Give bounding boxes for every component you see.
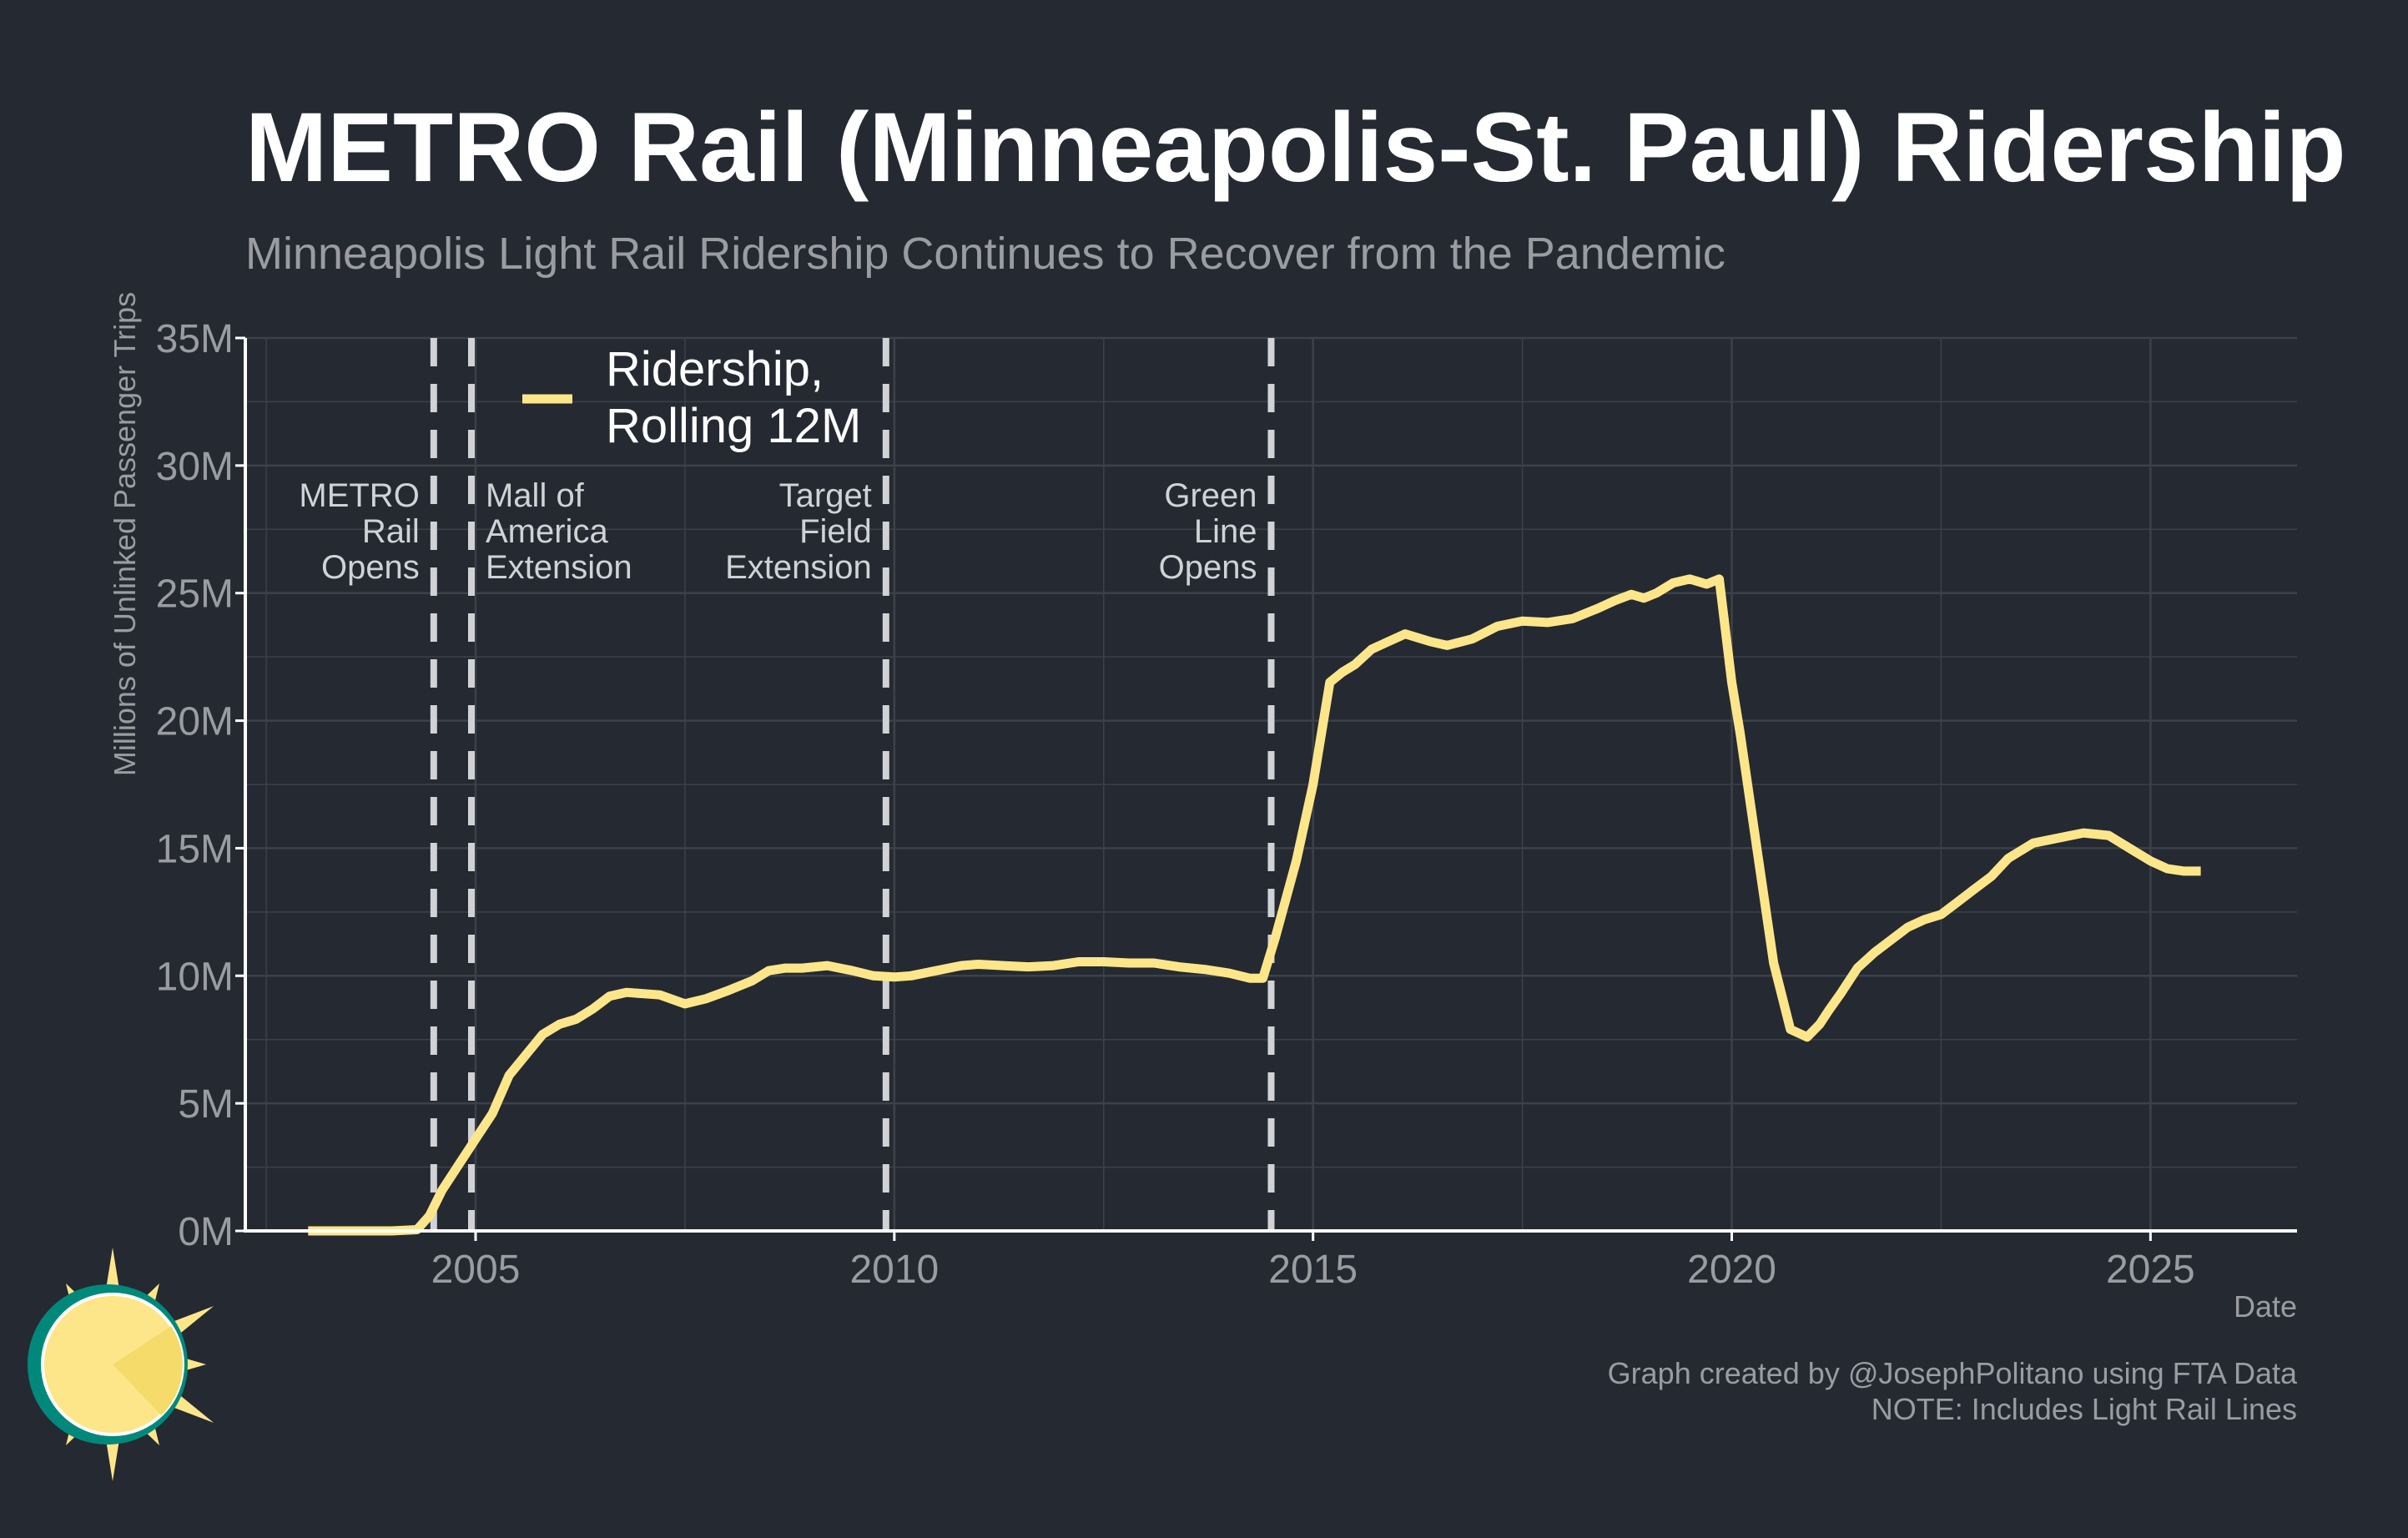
x-axis-label: Date [2234,1289,2297,1324]
sun-logo [28,1248,214,1481]
x-tick-label: 2010 [849,1248,939,1292]
series-line-ridership [308,574,2201,1236]
legend: Ridership, Rolling 12M [522,342,861,453]
x-tick-label: 2005 [431,1248,521,1292]
y-tick-label: 10M [156,955,234,999]
legend-label-line-1: Ridership, [606,342,824,396]
y-tick-label: 15M [156,827,234,871]
legend-label-line-2: Rolling 12M [606,399,861,453]
axes: 0M 5M 10M 15M 20M 25M 30M 35M 2005 2010 2015 2020 20… [156,317,2297,1292]
y-tick-label: 20M [156,700,234,744]
footer-credit: Graph created by @JosephPolitano using F… [1608,1356,2298,1390]
chart-subtitle: Minneapolis Light Rail Ridership Continu… [245,229,1725,279]
y-axis-label: Millions of Unlinked Passenger Trips [108,292,142,776]
event-label: Opens [1159,549,1257,586]
event-label: Target [779,477,872,514]
event-label: Rail [362,513,420,550]
footer-note: NOTE: Includes Light Rail Lines [1871,1392,2297,1426]
y-tick-label: 35M [156,317,234,361]
event-label: Mall of [486,477,585,514]
y-tick-label: 5M [178,1082,234,1127]
event-label: Extension [725,549,872,586]
event-label: Green [1164,477,1257,514]
x-tick-label: 2025 [2106,1248,2195,1292]
event-label: Line [1194,513,1257,550]
y-tick-label: 25M [156,572,234,617]
event-label: METRO [299,477,419,514]
y-tick-label: 0M [178,1210,234,1254]
sun-logo-wedge [113,1326,183,1415]
x-tick-label: 2020 [1687,1248,1776,1292]
x-tick-label: 2015 [1268,1248,1358,1292]
event-label: America [486,513,608,550]
event-label: Field [799,513,872,550]
event-label: Extension [486,549,632,586]
y-tick-label: 30M [156,445,234,489]
event-label: Opens [321,549,420,586]
chart-title: METRO Rail (Minneapolis-St. Paul) Riders… [245,93,2346,203]
series-layer [308,574,2201,1236]
